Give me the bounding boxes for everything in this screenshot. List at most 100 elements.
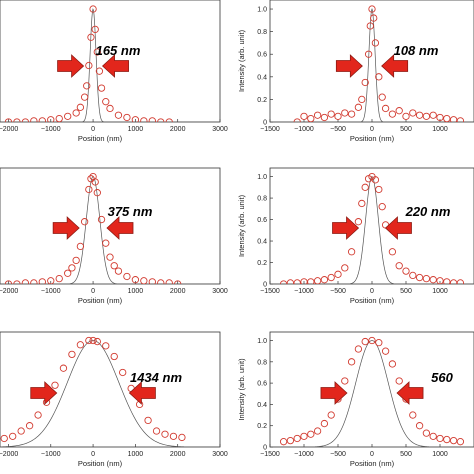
x-tick-label: 1000: [128, 451, 144, 458]
data-point: [436, 277, 444, 284]
y-tick-label: 0.4: [257, 74, 267, 81]
x-axis-title: Position (nm): [350, 296, 395, 305]
x-tick-label: −2000: [0, 451, 18, 458]
data-point: [422, 112, 431, 121]
data-point: [395, 377, 403, 385]
data-point: [51, 381, 59, 389]
x-tick-label: 2000: [170, 288, 186, 295]
data-point: [361, 337, 369, 346]
data-point: [85, 336, 93, 345]
data-point: [327, 411, 335, 419]
data-point: [368, 336, 376, 345]
fit-curve: [270, 7, 474, 122]
data-point: [358, 95, 366, 104]
data-point: [327, 273, 335, 282]
data-point: [307, 278, 315, 284]
data-point: [38, 278, 46, 284]
data-point: [449, 279, 458, 284]
data-point: [30, 117, 38, 122]
data-point: [68, 350, 76, 359]
data-point: [388, 110, 397, 118]
data-point: [76, 341, 85, 349]
data-point: [55, 114, 63, 122]
data-point: [415, 422, 424, 430]
data-point: [293, 118, 301, 122]
data-point: [93, 337, 101, 346]
data-point: [341, 109, 349, 117]
data-point: [76, 103, 85, 111]
fwhm-arrow-right: [101, 54, 129, 78]
data-point: [114, 111, 123, 119]
data-point: [371, 39, 380, 47]
x-tick-label: −1000: [294, 288, 314, 295]
fwhm-arrow-left: [57, 54, 85, 78]
data-point: [443, 278, 451, 284]
data-point: [89, 5, 97, 13]
data-point: [378, 93, 386, 101]
data-point: [93, 48, 101, 56]
plot-frame: [269, 167, 474, 285]
x-tick-label: −1500: [260, 451, 280, 458]
data-point: [409, 271, 417, 280]
data-layer: [270, 5, 474, 122]
x-tick-label: −1000: [294, 126, 314, 133]
data-point: [114, 267, 123, 275]
y-tick-label: 1.0: [257, 174, 267, 181]
y-tick-label: 0.4: [257, 239, 267, 246]
data-point: [89, 336, 97, 345]
data-point: [307, 430, 315, 438]
x-tick-label: 0: [91, 451, 95, 458]
y-axis-title: Intensity (arb. unit): [237, 358, 246, 421]
fwhm-arrow-right: [106, 216, 134, 240]
data-point: [334, 112, 342, 121]
data-point: [378, 203, 386, 211]
x-tick-label: 0: [370, 288, 374, 295]
data-point: [131, 116, 140, 122]
data-point: [341, 377, 349, 385]
data-point: [429, 276, 437, 284]
x-axis-title: Position (nm): [78, 296, 123, 305]
y-tick-label: 0: [263, 282, 267, 289]
data-point: [13, 118, 21, 122]
data-point: [436, 113, 444, 122]
data-point: [38, 117, 46, 122]
data-point: [370, 14, 378, 22]
data-point: [80, 218, 89, 226]
data-point: [347, 358, 356, 366]
data-point: [91, 178, 99, 186]
x-tick-label: 2000: [170, 126, 186, 133]
data-layer: [0, 172, 220, 284]
data-point: [388, 360, 397, 368]
data-point: [97, 84, 106, 92]
y-tick-label: 0.2: [257, 97, 267, 104]
data-point: [64, 112, 72, 121]
panel-top-right: −1500 −1000 −500 0 500 1000 0 0.2 0.4 0.6 0.8 1.0 Po…: [237, 0, 474, 143]
x-tick-label: −1000: [294, 451, 314, 458]
fit-curve: [0, 176, 220, 284]
data-point: [140, 117, 148, 122]
data-point: [286, 436, 295, 445]
data-point: [123, 113, 131, 122]
data-point: [286, 279, 295, 284]
x-tick-label: 3000: [212, 451, 228, 458]
data-point: [347, 110, 356, 118]
data-point: [102, 342, 110, 350]
data-point: [307, 114, 315, 122]
data-point: [110, 352, 118, 361]
data-point: [102, 239, 110, 247]
data-point: [402, 112, 410, 121]
data-point: [313, 277, 322, 284]
data-point: [93, 189, 101, 197]
data-point: [174, 280, 182, 284]
data-point: [68, 264, 76, 272]
x-tick-label: −500: [330, 451, 346, 458]
y-tick-label: 0.8: [257, 29, 267, 36]
x-tick-label: 1000: [128, 126, 144, 133]
data-point: [443, 435, 451, 444]
x-tick-label: −500: [330, 126, 346, 133]
x-tick-label: 1000: [432, 451, 448, 458]
data-point: [443, 114, 451, 122]
data-point: [59, 364, 68, 372]
data-point: [456, 279, 465, 284]
fwhm-arrow-left: [52, 216, 80, 240]
